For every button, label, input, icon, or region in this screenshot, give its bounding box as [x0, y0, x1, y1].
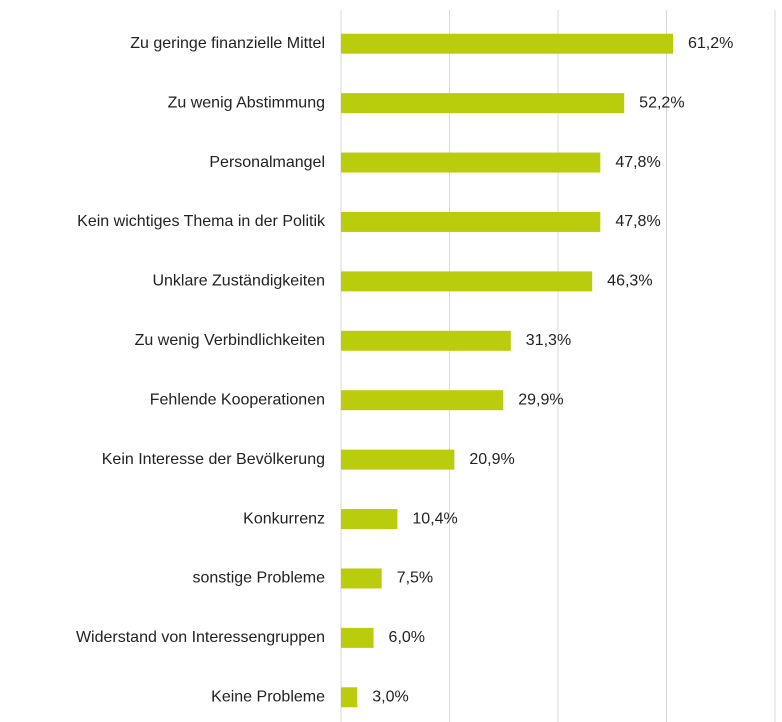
bar	[341, 390, 504, 411]
value-label: 6,0%	[389, 629, 425, 646]
category-label: Kein Interesse der Bevölkerung	[102, 451, 325, 468]
value-label: 47,8%	[615, 213, 660, 230]
category-label: Zu wenig Abstimmung	[168, 94, 325, 111]
category-label: sonstige Probleme	[192, 570, 325, 587]
bar	[341, 93, 625, 114]
category-label: Widerstand von Interessengruppen	[76, 629, 325, 646]
category-label: Konkurrenz	[243, 510, 325, 527]
value-label: 20,9%	[469, 451, 514, 468]
category-label: Zu wenig Verbindlichkeiten	[135, 332, 325, 349]
value-label: 10,4%	[412, 510, 457, 527]
bar	[341, 687, 358, 708]
bar	[341, 627, 374, 648]
category-label: Personalmangel	[209, 154, 325, 171]
bar	[341, 33, 674, 54]
bar	[341, 509, 398, 530]
category-label: Zu geringe finanzielle Mittel	[130, 35, 325, 52]
category-label: Keine Probleme	[211, 689, 325, 706]
value-label: 46,3%	[607, 273, 652, 290]
value-label: 47,8%	[615, 154, 660, 171]
category-label: Fehlende Kooperationen	[150, 391, 325, 408]
bar	[341, 211, 601, 232]
bar	[341, 568, 382, 589]
value-label: 7,5%	[397, 570, 433, 587]
value-label: 52,2%	[639, 94, 684, 111]
value-label: 61,2%	[688, 35, 733, 52]
category-label: Kein wichtiges Thema in der Politik	[77, 213, 326, 230]
value-label: 3,0%	[372, 689, 408, 706]
bar	[341, 152, 601, 173]
bar	[341, 449, 455, 470]
bar	[341, 330, 511, 351]
value-label: 31,3%	[526, 332, 571, 349]
category-label: Unklare Zuständigkeiten	[152, 273, 325, 290]
value-label: 29,9%	[518, 391, 563, 408]
bar	[341, 271, 593, 292]
